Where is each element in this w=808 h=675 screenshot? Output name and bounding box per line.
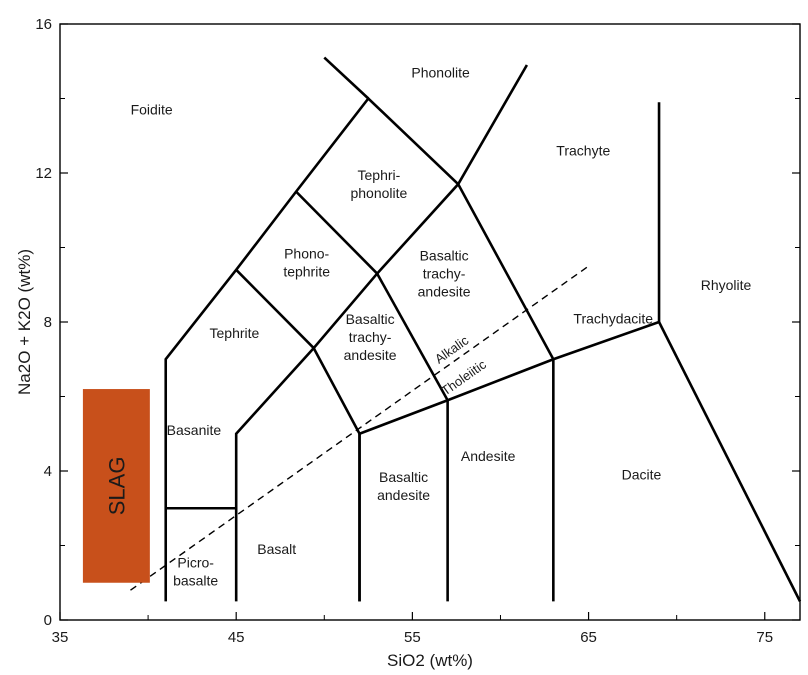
- field-label-line: Basanite: [167, 422, 222, 438]
- field-boundaries: [164, 56, 802, 602]
- field-label-line: Dacite: [622, 467, 662, 483]
- field-label-line: Tephrite: [210, 325, 260, 341]
- slag-box: SLAG: [82, 389, 150, 583]
- field-label-line: Foidite: [131, 102, 173, 118]
- slag-rect: [82, 389, 150, 583]
- field-label-9: Trachydacite: [573, 310, 653, 326]
- field-label-line: andesite: [344, 347, 397, 363]
- x-tick-label: 65: [580, 629, 597, 646]
- field-label-line: Basaltic: [346, 311, 395, 327]
- field-label-line: Trachyte: [556, 143, 610, 159]
- field-label-line: phonolite: [350, 185, 407, 201]
- field-label-line: trachy-: [423, 266, 466, 282]
- field-label-line: Basaltic: [420, 248, 469, 264]
- y-tick-label: 16: [35, 16, 52, 33]
- field-label-line: Trachydacite: [573, 310, 653, 326]
- field-label-13: Dacite: [622, 467, 662, 483]
- field-label-3: Tephri-phonolite: [350, 167, 407, 201]
- axis-ticks: 35 45 55 65 75 0 4 8 12 16: [35, 16, 800, 646]
- field-label-0: Foidite: [131, 102, 173, 118]
- field-label-1: Phonolite: [411, 64, 470, 80]
- boundary-line-10: [323, 56, 370, 100]
- field-label-line: andesite: [377, 487, 430, 503]
- field-label-line: tephrite: [283, 263, 330, 279]
- field-label-7: Tephrite: [210, 325, 260, 341]
- field-label-line: andesite: [418, 284, 471, 300]
- x-tick-label: 75: [756, 629, 773, 646]
- y-tick-label: 12: [35, 165, 52, 182]
- alkalic-tholeiitic-line: [130, 265, 589, 591]
- field-label-line: Phonolite: [411, 64, 470, 80]
- field-label-2: Trachyte: [556, 143, 610, 159]
- y-tick-label: 0: [44, 612, 52, 629]
- field-label-14: Basalt: [257, 541, 296, 557]
- field-label-5: Basaltic trachy-andesite: [418, 248, 471, 300]
- field-label-line: Basalt: [257, 541, 296, 557]
- field-label-line: basalte: [173, 573, 218, 589]
- field-label-15: Picro-basalte: [173, 555, 218, 589]
- x-tick-label: 55: [404, 629, 421, 646]
- field-label-8: Basaltic trachy-andesite: [344, 311, 397, 363]
- boundary-line-9: [295, 190, 379, 275]
- alkalic-label: Alkalic: [432, 332, 472, 366]
- field-label-4: Phono-tephrite: [283, 245, 330, 279]
- field-label-line: Tephri-: [358, 167, 401, 183]
- field-label-6: Rhyolite: [701, 277, 752, 293]
- boundary-line-12: [376, 272, 449, 401]
- field-label-line: Basaltic: [379, 469, 428, 485]
- y-tick-label: 4: [44, 463, 52, 480]
- field-label-line: Picro-: [177, 555, 214, 571]
- y-axis-title: Na2O + K2O (wt%): [15, 249, 34, 395]
- field-label-line: trachy-: [349, 329, 392, 345]
- field-label-line: Rhyolite: [701, 277, 752, 293]
- y-tick-label: 8: [44, 314, 52, 331]
- field-label-11: Andesite: [461, 448, 516, 464]
- field-label-10: Basanite: [167, 422, 222, 438]
- field-label-line: Phono-: [284, 245, 329, 261]
- x-tick-label: 45: [228, 629, 245, 646]
- field-label-12: Basaltic andesite: [377, 469, 430, 503]
- x-axis-title: SiO2 (wt%): [387, 651, 473, 670]
- boundary-line-5: [657, 321, 802, 602]
- field-label-line: Andesite: [461, 448, 516, 464]
- x-tick-label: 35: [52, 629, 69, 646]
- field-labels: Foidite Phonolite Trachyte Tephri-phonolite…: [131, 64, 752, 588]
- slag-label: SLAG: [104, 457, 129, 516]
- boundary-line-8: [235, 64, 529, 350]
